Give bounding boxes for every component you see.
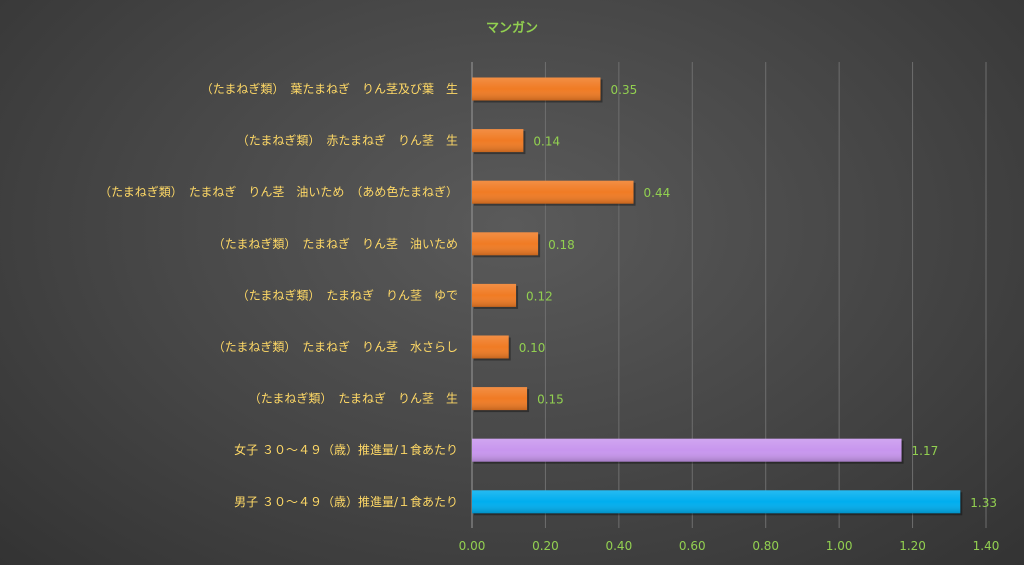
data-label: 0.10 [519, 341, 546, 355]
grid-lines [471, 62, 987, 528]
x-tick-label: 1.40 [973, 539, 1000, 553]
data-label: 1.33 [970, 496, 997, 510]
data-label: 0.18 [548, 238, 575, 252]
category-label: （たまねぎ類） たまねぎ りん茎 油いため [213, 237, 458, 251]
labels: 0.00 0.20 0.40 0.60 0.80 1.00 1.20 1.40 （たまねぎ類） … [99, 82, 999, 553]
data-label: 0.35 [611, 83, 638, 97]
category-label: （たまねぎ類） たまねぎ りん茎 油いため （あめ色たまねぎ） [99, 185, 458, 199]
bar [472, 232, 541, 258]
bar [472, 180, 636, 206]
x-tick-label: 0.20 [532, 539, 559, 553]
bar [472, 490, 963, 516]
data-label: 0.14 [533, 135, 560, 149]
category-label: （たまねぎ類） 葉たまねぎ りん茎及び葉 生 [201, 82, 458, 96]
bar-highlight [472, 129, 524, 153]
bar-highlight [472, 335, 509, 359]
bar-highlight [472, 180, 634, 204]
x-tick-label: 0.80 [752, 539, 779, 553]
bar [472, 283, 519, 309]
category-label: （たまねぎ類） たまねぎ りん茎 生 [249, 392, 458, 406]
bar [472, 129, 526, 155]
category-label: 男子 ３０～４９（歳）推進量/１食あたり [234, 494, 458, 509]
data-label: 1.17 [912, 444, 939, 458]
category-label: （たまねぎ類） たまねぎ りん茎 水さらし [213, 340, 458, 354]
bar-highlight [472, 490, 961, 514]
data-label: 0.12 [526, 289, 553, 303]
x-tick-label: 0.00 [459, 539, 486, 553]
x-tick-label: 1.00 [826, 539, 853, 553]
category-label: （たまねぎ類） たまねぎ りん茎 ゆで [237, 288, 458, 302]
bar-highlight [472, 232, 539, 256]
category-label: （たまねぎ類） 赤たまねぎ りん茎 生 [237, 134, 458, 148]
x-tick-label: 0.40 [605, 539, 632, 553]
bar [472, 77, 603, 103]
x-tick-label: 1.20 [899, 539, 926, 553]
bar-highlight [472, 77, 601, 101]
bar-highlight [472, 283, 517, 307]
bar [472, 387, 530, 413]
chart-title: マンガン [486, 21, 538, 36]
data-label: 0.44 [644, 186, 671, 200]
bar-highlight [472, 438, 902, 462]
bar [472, 438, 904, 464]
bar-highlight [472, 387, 528, 411]
data-label: 0.15 [537, 393, 564, 407]
bar [472, 335, 511, 361]
x-tick-label: 0.60 [679, 539, 706, 553]
category-label: 女子 ３０～４９（歳）推進量/１食あたり [234, 442, 458, 457]
bars [472, 77, 963, 516]
